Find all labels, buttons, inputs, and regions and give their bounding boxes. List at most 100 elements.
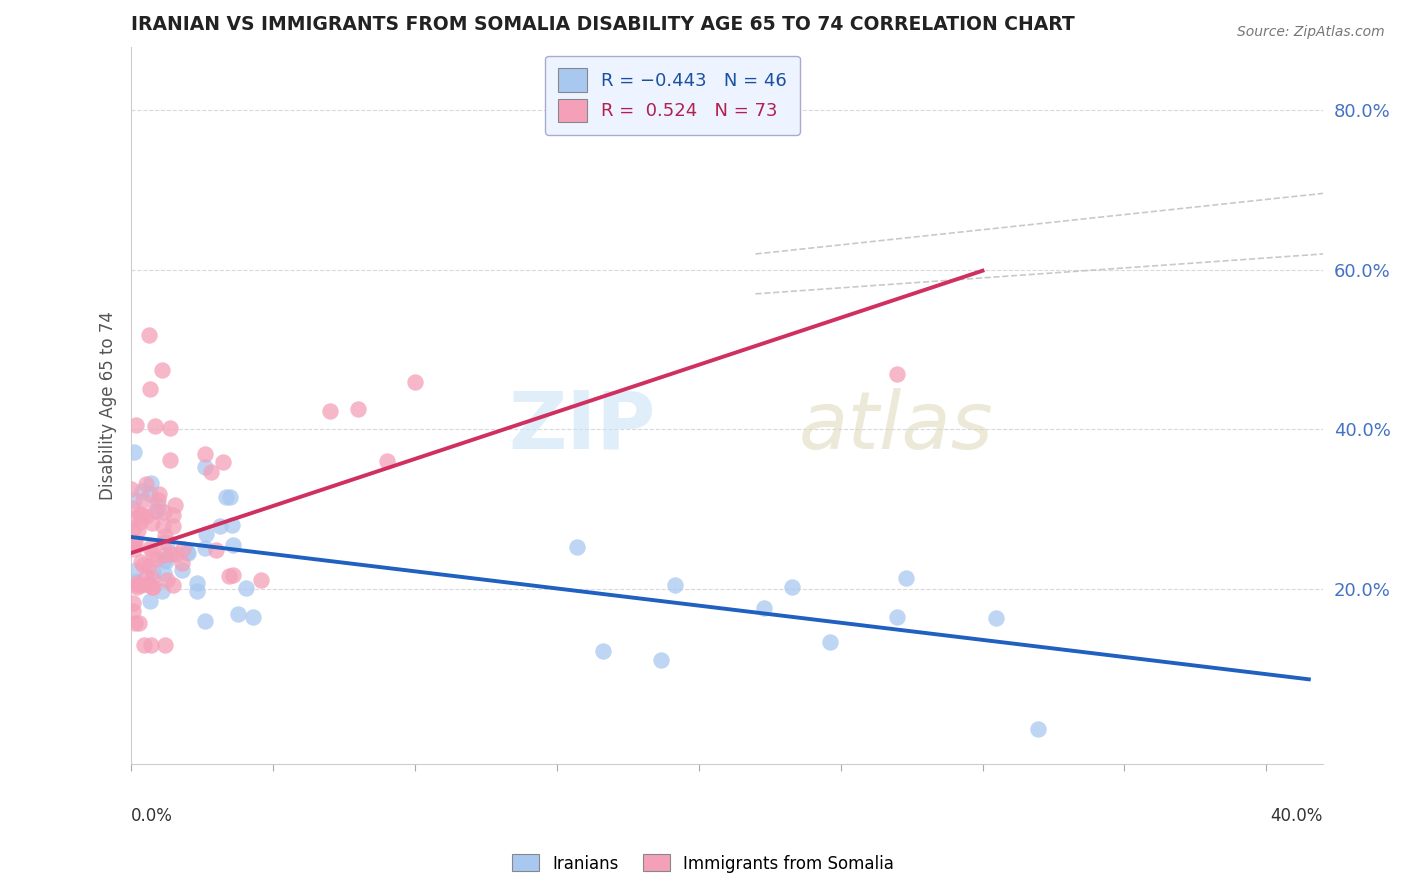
Point [139, 475, 162, 490]
Point [200, 465, 222, 479]
Text: Source: ZipAtlas.com: Source: ZipAtlas.com [1237, 25, 1385, 39]
Point [186, 583, 208, 598]
Point [142, 547, 165, 561]
Point [782, 581, 804, 595]
Point [138, 328, 160, 343]
Point [145, 419, 167, 434]
Point [162, 508, 184, 523]
Point [131, 555, 153, 569]
Point [194, 460, 217, 475]
Point [125, 575, 148, 590]
Point [159, 421, 181, 435]
Point [124, 418, 146, 433]
Point [120, 482, 142, 496]
Point [592, 644, 614, 658]
Point [122, 493, 145, 508]
Point [163, 498, 186, 512]
Point [818, 635, 841, 649]
Point [142, 565, 165, 579]
Point [141, 580, 163, 594]
Y-axis label: Disability Age 65 to 74: Disability Age 65 to 74 [100, 311, 117, 500]
Point [153, 566, 176, 580]
Point [170, 563, 193, 577]
Point [222, 538, 245, 552]
Point [148, 487, 170, 501]
Point [131, 484, 153, 499]
Point [122, 596, 145, 610]
Point [148, 499, 170, 513]
Point [194, 541, 217, 555]
Point [124, 574, 146, 588]
Point [219, 490, 242, 504]
Point [172, 542, 194, 557]
Point [886, 609, 908, 624]
Point [165, 547, 187, 561]
Point [127, 523, 149, 537]
Point [159, 452, 181, 467]
Point [221, 568, 243, 582]
Point [124, 616, 146, 631]
Point [375, 454, 398, 468]
Point [404, 375, 426, 389]
Point [752, 601, 775, 615]
Point [132, 558, 155, 572]
Text: ZIP: ZIP [509, 388, 655, 466]
Point [664, 578, 686, 592]
Point [139, 541, 162, 555]
Point [135, 508, 157, 523]
Point [1026, 722, 1049, 736]
Point [121, 501, 143, 516]
Point [153, 528, 176, 542]
Point [122, 445, 145, 459]
Point [159, 547, 181, 561]
Point [121, 512, 143, 526]
Point [129, 508, 152, 522]
Point [134, 638, 156, 652]
Point [150, 363, 173, 377]
Point [235, 582, 257, 596]
Point [319, 404, 342, 418]
Point [249, 573, 271, 587]
Point [139, 382, 162, 396]
Point [153, 505, 176, 519]
Point [153, 638, 176, 652]
Legend: Iranians, Immigrants from Somalia: Iranians, Immigrants from Somalia [505, 847, 901, 880]
Point [131, 578, 153, 592]
Point [146, 504, 169, 518]
Point [135, 569, 157, 583]
Point [122, 522, 145, 536]
Point [143, 503, 166, 517]
Point [153, 549, 176, 563]
Point [145, 552, 167, 566]
Point [211, 455, 233, 469]
Point [894, 570, 917, 584]
Point [146, 493, 169, 508]
Point [141, 638, 163, 652]
Point [176, 545, 198, 559]
Legend: R = −0.443   N = 46, R =  0.524   N = 73: R = −0.443 N = 46, R = 0.524 N = 73 [546, 55, 800, 135]
Point [186, 575, 208, 590]
Point [138, 558, 160, 573]
Point [155, 554, 177, 568]
Point [218, 569, 240, 583]
Point [142, 580, 165, 594]
Point [132, 493, 155, 508]
Point [124, 541, 146, 556]
Point [128, 515, 150, 529]
Text: 0.0%: 0.0% [131, 807, 173, 825]
Point [124, 535, 146, 549]
Point [209, 519, 232, 533]
Point [139, 594, 162, 608]
Point [121, 604, 143, 618]
Point [153, 553, 176, 567]
Point [156, 534, 179, 549]
Point [129, 507, 152, 521]
Point [194, 447, 217, 461]
Point [162, 578, 184, 592]
Point [155, 573, 177, 587]
Point [347, 402, 370, 417]
Point [194, 614, 217, 628]
Point [136, 576, 159, 591]
Point [177, 546, 200, 560]
Point [886, 367, 908, 381]
